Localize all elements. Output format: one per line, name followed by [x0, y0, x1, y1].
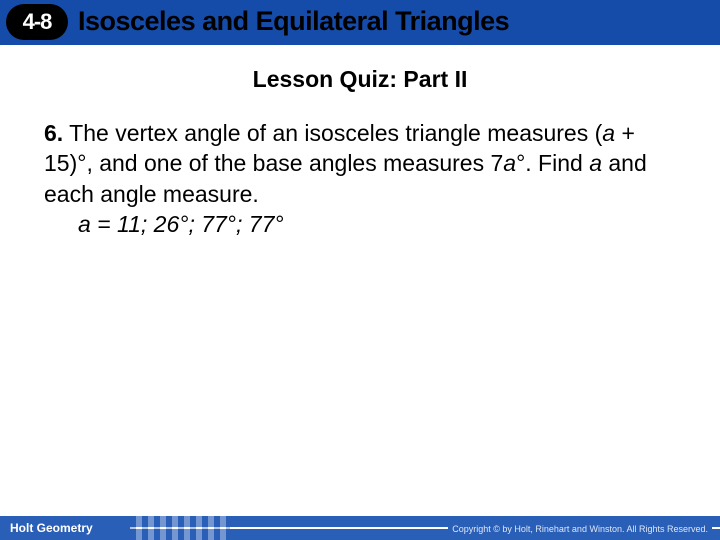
- question-text: The vertex angle of an isosceles triangl…: [44, 120, 647, 207]
- footer-decoration: [130, 516, 230, 540]
- lesson-subtitle: Lesson Quiz: Part II: [0, 66, 720, 93]
- header-title: Isosceles and Equilateral Triangles: [78, 6, 509, 37]
- footer-brand: Holt Geometry: [10, 521, 93, 535]
- header-bar: 4-8 Isosceles and Equilateral Triangles: [0, 0, 720, 45]
- footer-brand-box: Holt Geometry: [0, 516, 130, 540]
- lesson-badge: 4-8: [6, 4, 68, 40]
- answer-text: a = 11; 26°; 77°; 77°: [78, 211, 284, 237]
- question-block: 6. The vertex angle of an isosceles tria…: [44, 118, 664, 239]
- q-var-1: a: [503, 150, 516, 176]
- q-part-0: The vertex angle of an isosceles triangl…: [69, 120, 602, 146]
- q-var-2: a: [589, 150, 602, 176]
- slide: 4-8 Isosceles and Equilateral Triangles …: [0, 0, 720, 540]
- q-part-2: °. Find: [516, 150, 589, 176]
- question-number: 6.: [44, 120, 63, 146]
- question-answer: a = 11; 26°; 77°; 77°: [78, 209, 664, 239]
- footer-copyright: Copyright © by Holt, Rinehart and Winsto…: [448, 522, 712, 536]
- q-var-0: a: [602, 120, 615, 146]
- lesson-number: 4-8: [23, 9, 52, 35]
